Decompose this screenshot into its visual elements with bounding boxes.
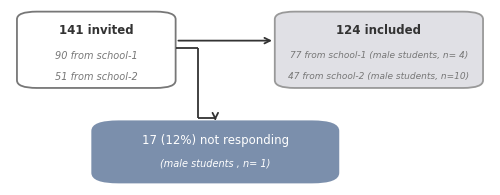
Text: (male students , n= 1): (male students , n= 1)	[160, 158, 270, 168]
Text: 17 (12%) not responding: 17 (12%) not responding	[142, 134, 289, 147]
Text: 77 from school-1 (male students, n= 4): 77 from school-1 (male students, n= 4)	[290, 51, 468, 60]
FancyBboxPatch shape	[17, 12, 175, 88]
FancyBboxPatch shape	[92, 120, 339, 183]
Text: 47 from school-2 (male students, n=10): 47 from school-2 (male students, n=10)	[288, 72, 470, 81]
Text: 124 included: 124 included	[336, 24, 422, 37]
FancyBboxPatch shape	[275, 12, 483, 88]
Text: 90 from school-1: 90 from school-1	[55, 51, 138, 60]
Text: 141 invited: 141 invited	[59, 24, 134, 37]
Text: 51 from school-2: 51 from school-2	[55, 72, 138, 82]
